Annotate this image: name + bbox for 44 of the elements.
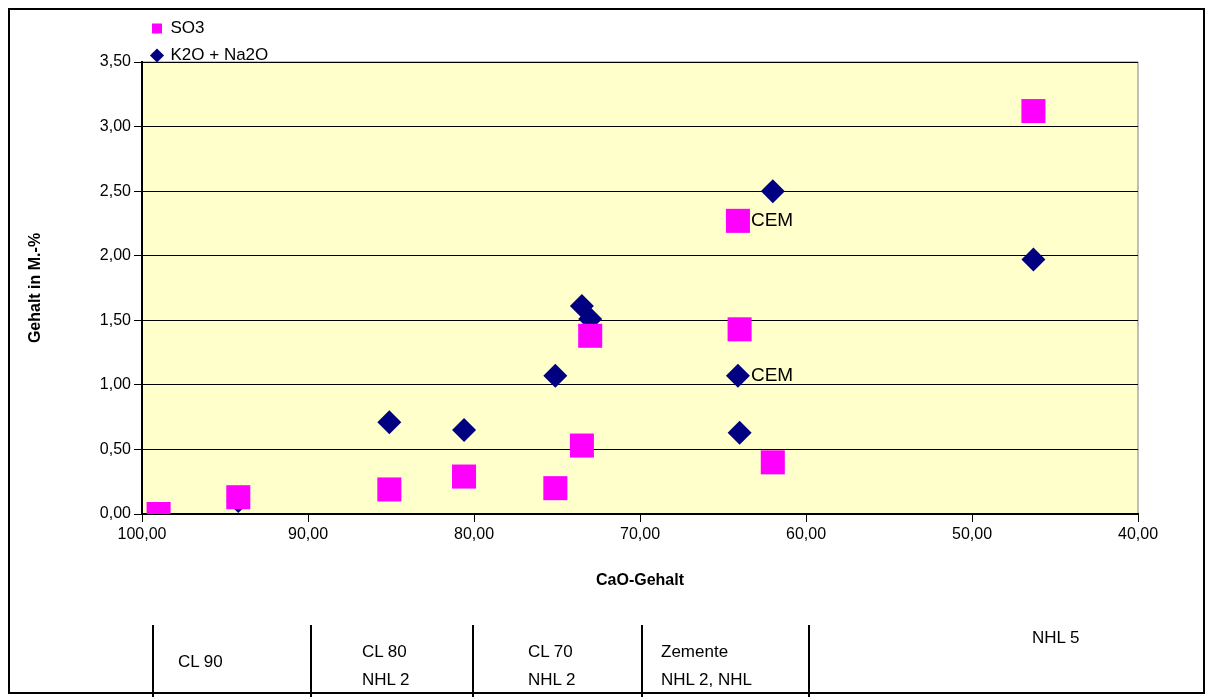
point bbox=[725, 363, 750, 388]
x-tick-label: 100,00 bbox=[117, 525, 167, 543]
y-tick-label: 3,00 bbox=[99, 116, 132, 134]
point bbox=[1021, 99, 1046, 124]
point bbox=[543, 476, 568, 501]
x-tick-label: 80,00 bbox=[453, 525, 495, 543]
point bbox=[543, 363, 568, 388]
y-axis-title: Gehalt in M.-% bbox=[26, 232, 44, 344]
x-tick-label: 50,00 bbox=[951, 525, 993, 543]
text: CL 90 bbox=[178, 651, 223, 673]
point bbox=[725, 208, 750, 233]
x-tick-label: 70,00 bbox=[619, 525, 661, 543]
x-axis-title: CaO-Gehalt bbox=[595, 570, 685, 588]
y-tick-label: 3,50 bbox=[99, 52, 132, 70]
y-tick-label: 2,00 bbox=[99, 246, 132, 264]
x-tick-label: 60,00 bbox=[785, 525, 827, 543]
point bbox=[760, 179, 785, 204]
y-tick-label: 0,50 bbox=[99, 439, 132, 457]
y-tick-label: 0,00 bbox=[99, 504, 132, 522]
point bbox=[569, 294, 594, 319]
legend-label: K2O + Na2O bbox=[170, 45, 269, 65]
point bbox=[569, 433, 594, 458]
x-tick-label: 90,00 bbox=[287, 525, 329, 543]
text: CL 70 NHL 2 bbox=[528, 641, 576, 691]
text: CL 80 NHL 2 bbox=[362, 641, 410, 691]
point bbox=[760, 450, 785, 475]
point bbox=[377, 477, 402, 502]
point bbox=[727, 420, 752, 445]
point bbox=[452, 464, 477, 489]
point bbox=[452, 418, 477, 443]
point bbox=[1021, 247, 1046, 272]
y-tick-label: 1,00 bbox=[99, 375, 132, 393]
point bbox=[377, 410, 402, 435]
y-tick-label: 1,50 bbox=[99, 310, 132, 328]
annotation: CEM bbox=[750, 209, 794, 231]
text: NHL 5 bbox=[1032, 627, 1080, 649]
annotation: CEM bbox=[750, 364, 794, 386]
text: Zemente NHL 2, NHL bbox=[661, 641, 753, 691]
legend-label: SO3 bbox=[170, 18, 205, 38]
point bbox=[727, 317, 752, 342]
point bbox=[578, 323, 603, 348]
x-tick-label: 40,00 bbox=[1117, 525, 1159, 543]
point bbox=[226, 485, 251, 510]
y-tick-label: 2,50 bbox=[99, 181, 132, 199]
